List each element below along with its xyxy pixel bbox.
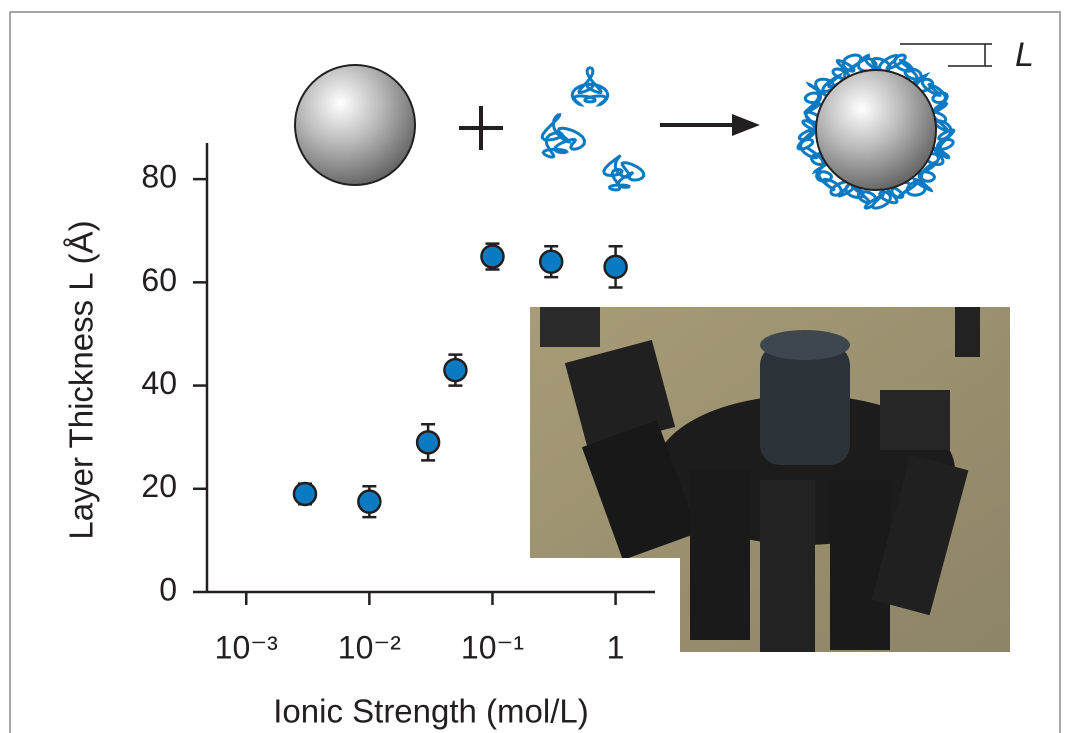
polymer-coil — [542, 115, 584, 157]
photo-inset — [530, 307, 1010, 655]
data-point — [481, 246, 503, 268]
data-point — [358, 491, 380, 513]
y-axis-label: Layer Thickness L (Å) — [63, 220, 100, 539]
thickness-marker — [900, 44, 992, 66]
data-point — [444, 359, 466, 381]
annotation: L — [1015, 36, 1034, 74]
y-tick-label: 60 — [141, 262, 177, 298]
x-tick-label: 10⁻³ — [215, 629, 278, 665]
x-tick-label: 1 — [607, 629, 625, 665]
data-point — [294, 483, 316, 505]
plus-sign — [459, 106, 503, 150]
data-point — [605, 256, 627, 278]
figure: L 0 20 40 60 80 10⁻³ 10⁻² 10⁻¹ 1 Ionic Strength (… — [0, 0, 1067, 733]
x-axis-label: Ionic Strength (mol/L) — [273, 693, 588, 730]
data-point — [417, 431, 439, 453]
data-point — [540, 251, 562, 273]
y-tick-label: 0 — [159, 571, 177, 607]
y-tick-label: 20 — [141, 468, 177, 504]
y-tick-label: 80 — [141, 159, 177, 195]
coated-particle — [816, 70, 936, 190]
x-tick-label: 10⁻¹ — [461, 629, 524, 665]
polymer-coil — [604, 156, 644, 190]
y-tick-label: 40 — [141, 365, 177, 401]
polymer-coil — [572, 68, 608, 105]
bare-particle — [295, 65, 415, 185]
x-tick-label: 10⁻² — [338, 629, 401, 665]
polymer-coils — [542, 68, 644, 190]
arrow-head — [732, 114, 760, 136]
